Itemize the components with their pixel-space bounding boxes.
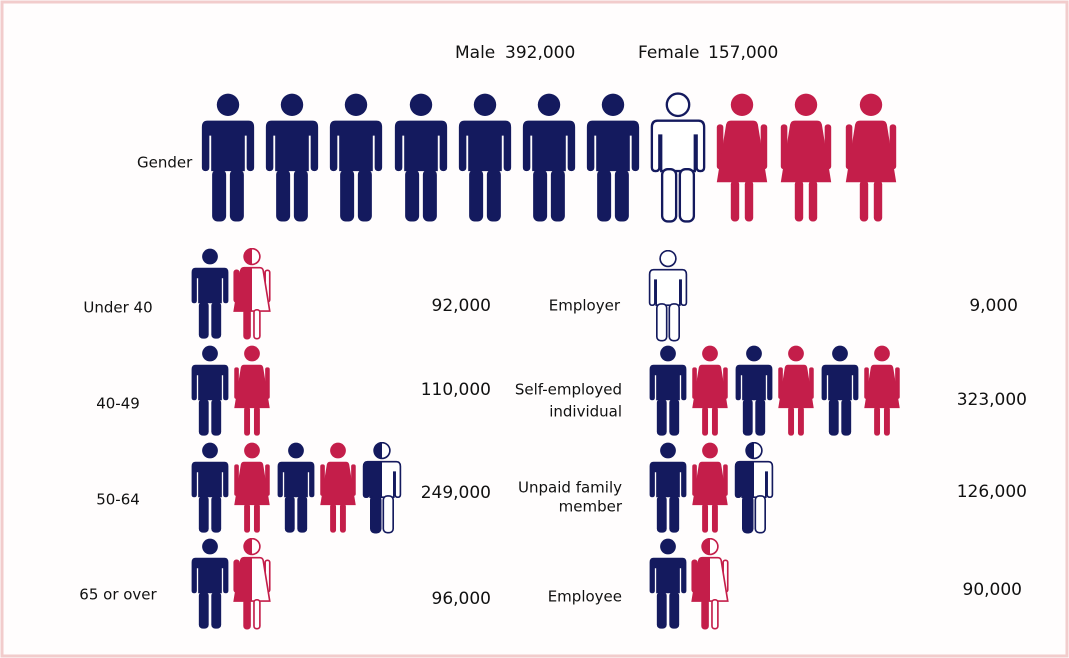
gender-label: Gender (137, 154, 193, 172)
age-label: 50-64 (96, 491, 140, 509)
status-label: Employee (548, 588, 622, 606)
age-value: 249,000 (421, 483, 491, 503)
male-label: Male (455, 43, 495, 63)
status-value: 126,000 (957, 482, 1027, 502)
status-label: member (559, 498, 623, 516)
age-label: 40-49 (96, 395, 140, 413)
age-value: 92,000 (432, 296, 491, 316)
male-value: 392,000 (505, 43, 575, 63)
status-value: 323,000 (957, 390, 1027, 410)
age-label: 65 or over (79, 586, 157, 604)
status-label: individual (549, 403, 622, 421)
female-label: Female (638, 43, 699, 63)
status-label: Self-employed (515, 381, 622, 399)
female-value: 157,000 (708, 43, 778, 63)
status-value: 9,000 (969, 296, 1018, 316)
status-label: Employer (549, 297, 621, 315)
age-value: 96,000 (432, 589, 491, 609)
age-label: Under 40 (83, 299, 152, 317)
status-value: 90,000 (963, 580, 1022, 600)
age-value: 110,000 (421, 380, 491, 400)
status-label: Unpaid family (518, 479, 622, 497)
